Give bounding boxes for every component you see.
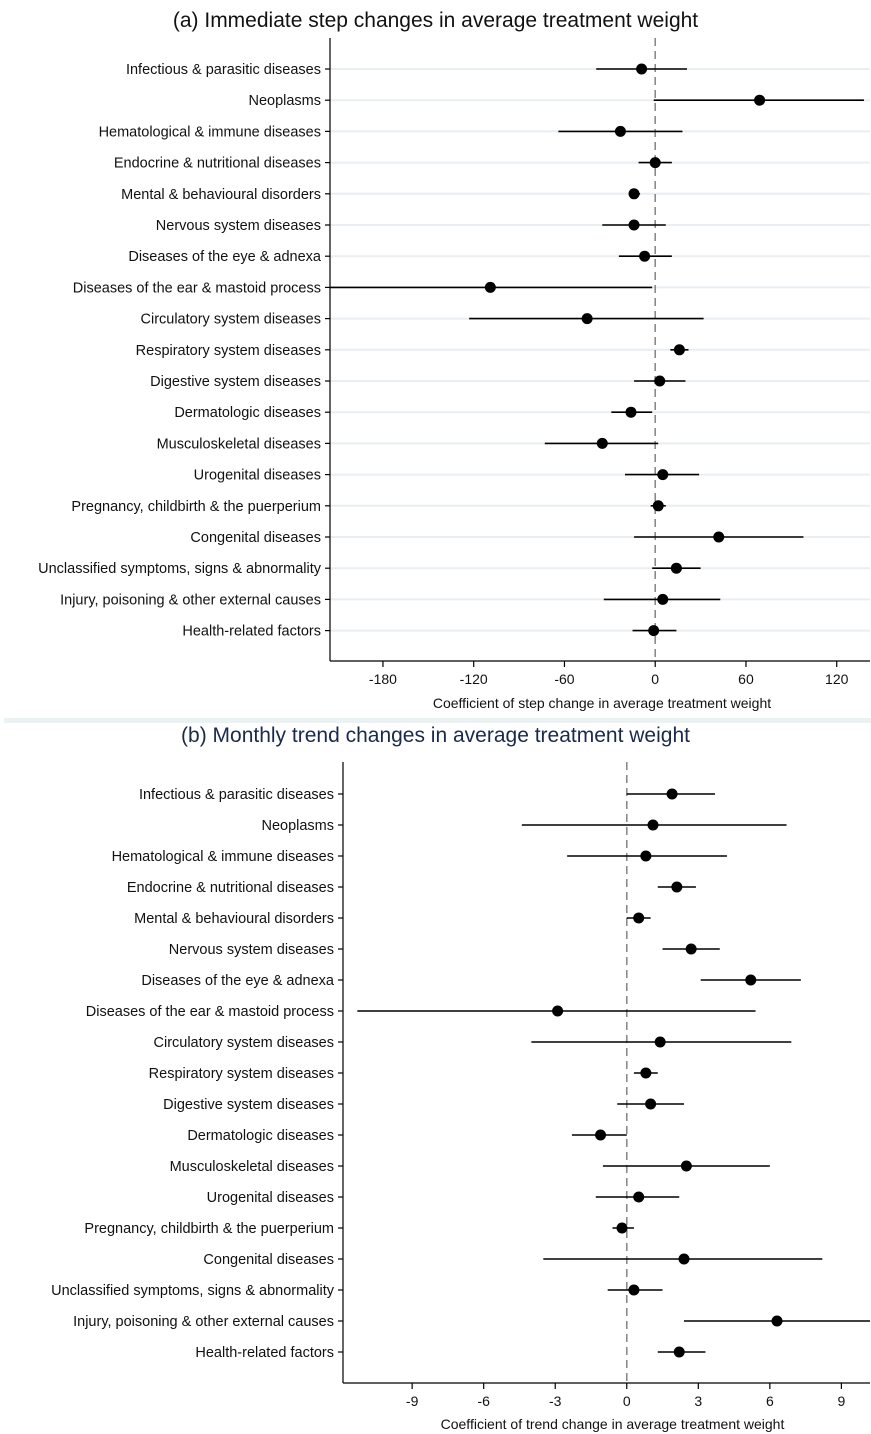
point-estimate (673, 1346, 685, 1358)
x-tick-label: 0 (651, 671, 659, 687)
point-estimate (713, 531, 725, 543)
point-estimate (649, 157, 661, 169)
x-tick-label: 9 (837, 1393, 845, 1409)
x-tick-label: 120 (825, 671, 849, 687)
category-label: Musculoskeletal diseases (170, 1159, 334, 1175)
point-estimate (484, 281, 496, 293)
point-estimate (657, 593, 669, 605)
category-label: Circulatory system diseases (141, 312, 322, 328)
point-estimate (633, 1191, 645, 1203)
category-label: Mental & behavioural disorders (134, 911, 334, 927)
category-label: Neoplasms (261, 818, 334, 834)
point-estimate (628, 1284, 640, 1296)
category-label: Diseases of the ear & mastoid process (86, 1004, 334, 1020)
category-label: Hematological & immune diseases (112, 849, 334, 865)
point-estimate (745, 974, 757, 986)
point-estimate (628, 188, 640, 200)
point-estimate (636, 63, 648, 75)
point-estimate (581, 313, 593, 325)
category-label: Endocrine & nutritional diseases (114, 156, 321, 172)
x-tick-label: -9 (406, 1393, 419, 1409)
chart-title: (a) Immediate step changes in average tr… (172, 9, 699, 32)
category-label: Hematological & immune diseases (99, 124, 321, 140)
x-tick-label: 0 (623, 1393, 631, 1409)
category-label: Circulatory system diseases (154, 1035, 335, 1051)
category-label: Neoplasms (248, 93, 321, 109)
category-label: Digestive system diseases (150, 374, 321, 390)
point-estimate (625, 406, 637, 418)
point-estimate (647, 819, 659, 831)
point-estimate (771, 1315, 783, 1327)
category-label: Nervous system diseases (169, 942, 334, 958)
category-label: Unclassified symptoms, signs & abnormali… (51, 1283, 335, 1299)
panel-divider (4, 718, 871, 723)
point-estimate (670, 562, 682, 574)
category-label: Diseases of the eye & adnexa (141, 973, 335, 989)
point-estimate (654, 375, 666, 387)
point-estimate (614, 125, 626, 137)
point-estimate (657, 469, 669, 481)
point-estimate (633, 912, 645, 924)
trend-change-chart: -9 -6 -3 0 3 6 9 Coefficient of trend change in… (51, 762, 870, 1432)
point-estimate (652, 500, 664, 512)
category-label: Injury, poisoning & other external cause… (60, 592, 321, 608)
category-label: Digestive system diseases (163, 1097, 334, 1113)
category-label: Urogenital diseases (194, 468, 321, 484)
x-tick-label: 6 (766, 1393, 774, 1409)
panel-a-step-changes: (a) Immediate step changes in average tr… (38, 9, 870, 711)
category-label: Pregnancy, childbirth & the puerperium (84, 1221, 334, 1237)
category-label: Endocrine & nutritional diseases (127, 880, 334, 896)
chart-title: (b) Monthly trend changes in average tre… (181, 724, 690, 747)
category-label: Injury, poisoning & other external cause… (73, 1314, 334, 1330)
category-label: Pregnancy, childbirth & the puerperium (71, 499, 321, 515)
category-label: Mental & behavioural disorders (121, 187, 321, 203)
category-label: Musculoskeletal diseases (157, 436, 321, 452)
point-estimate (654, 1036, 666, 1048)
category-label: Congenital diseases (203, 1252, 334, 1268)
point-estimate (678, 1253, 690, 1265)
category-label: Diseases of the eye & adnexa (128, 249, 322, 265)
category-label: Infectious & parasitic diseases (139, 787, 334, 803)
point-estimate (639, 250, 651, 262)
point-estimate (666, 788, 678, 800)
point-estimate (680, 1160, 692, 1172)
category-label: Diseases of the ear & mastoid process (73, 280, 321, 296)
point-estimate (648, 625, 660, 637)
point-estimate (616, 1222, 628, 1234)
panel-b-trend-changes: (b) Monthly trend changes in average tre… (0, 720, 871, 1434)
point-estimate (552, 1005, 564, 1017)
point-estimate (628, 219, 640, 231)
category-label: Health-related factors (182, 624, 321, 640)
category-label: Unclassified symptoms, signs & abnormali… (38, 561, 322, 577)
point-estimate (645, 1098, 657, 1110)
point-estimate (685, 943, 697, 955)
category-label: Congenital diseases (190, 530, 321, 546)
category-label: Infectious & parasitic diseases (126, 62, 321, 78)
point-estimate (754, 94, 766, 106)
point-estimate (640, 850, 652, 862)
category-label: Dermatologic diseases (187, 1128, 334, 1144)
x-axis-title: Coefficient of trend change in average t… (441, 1416, 785, 1432)
category-label: Respiratory system diseases (136, 343, 321, 359)
category-label: Urogenital diseases (207, 1190, 334, 1206)
point-estimate (640, 1067, 652, 1079)
category-label: Health-related factors (195, 1345, 334, 1361)
category-label: Dermatologic diseases (174, 405, 321, 421)
point-estimate (595, 1129, 607, 1141)
category-label: Respiratory system diseases (149, 1066, 334, 1082)
x-tick-label: -180 (369, 671, 397, 687)
step-change-chart: -180 -120 -60 0 60 120 Coefficient of step cha… (38, 38, 870, 711)
point-estimate (673, 344, 685, 356)
x-axis-title: Coefficient of step change in average tr… (433, 695, 771, 711)
point-estimate (596, 437, 608, 449)
category-label: Nervous system diseases (156, 218, 321, 234)
x-tick-label: 3 (694, 1393, 702, 1409)
x-tick-label: -120 (460, 671, 488, 687)
x-tick-label: -6 (477, 1393, 490, 1409)
point-estimate (671, 881, 683, 893)
x-tick-label: -60 (554, 671, 574, 687)
x-tick-label: 60 (738, 671, 754, 687)
x-tick-label: -3 (549, 1393, 562, 1409)
